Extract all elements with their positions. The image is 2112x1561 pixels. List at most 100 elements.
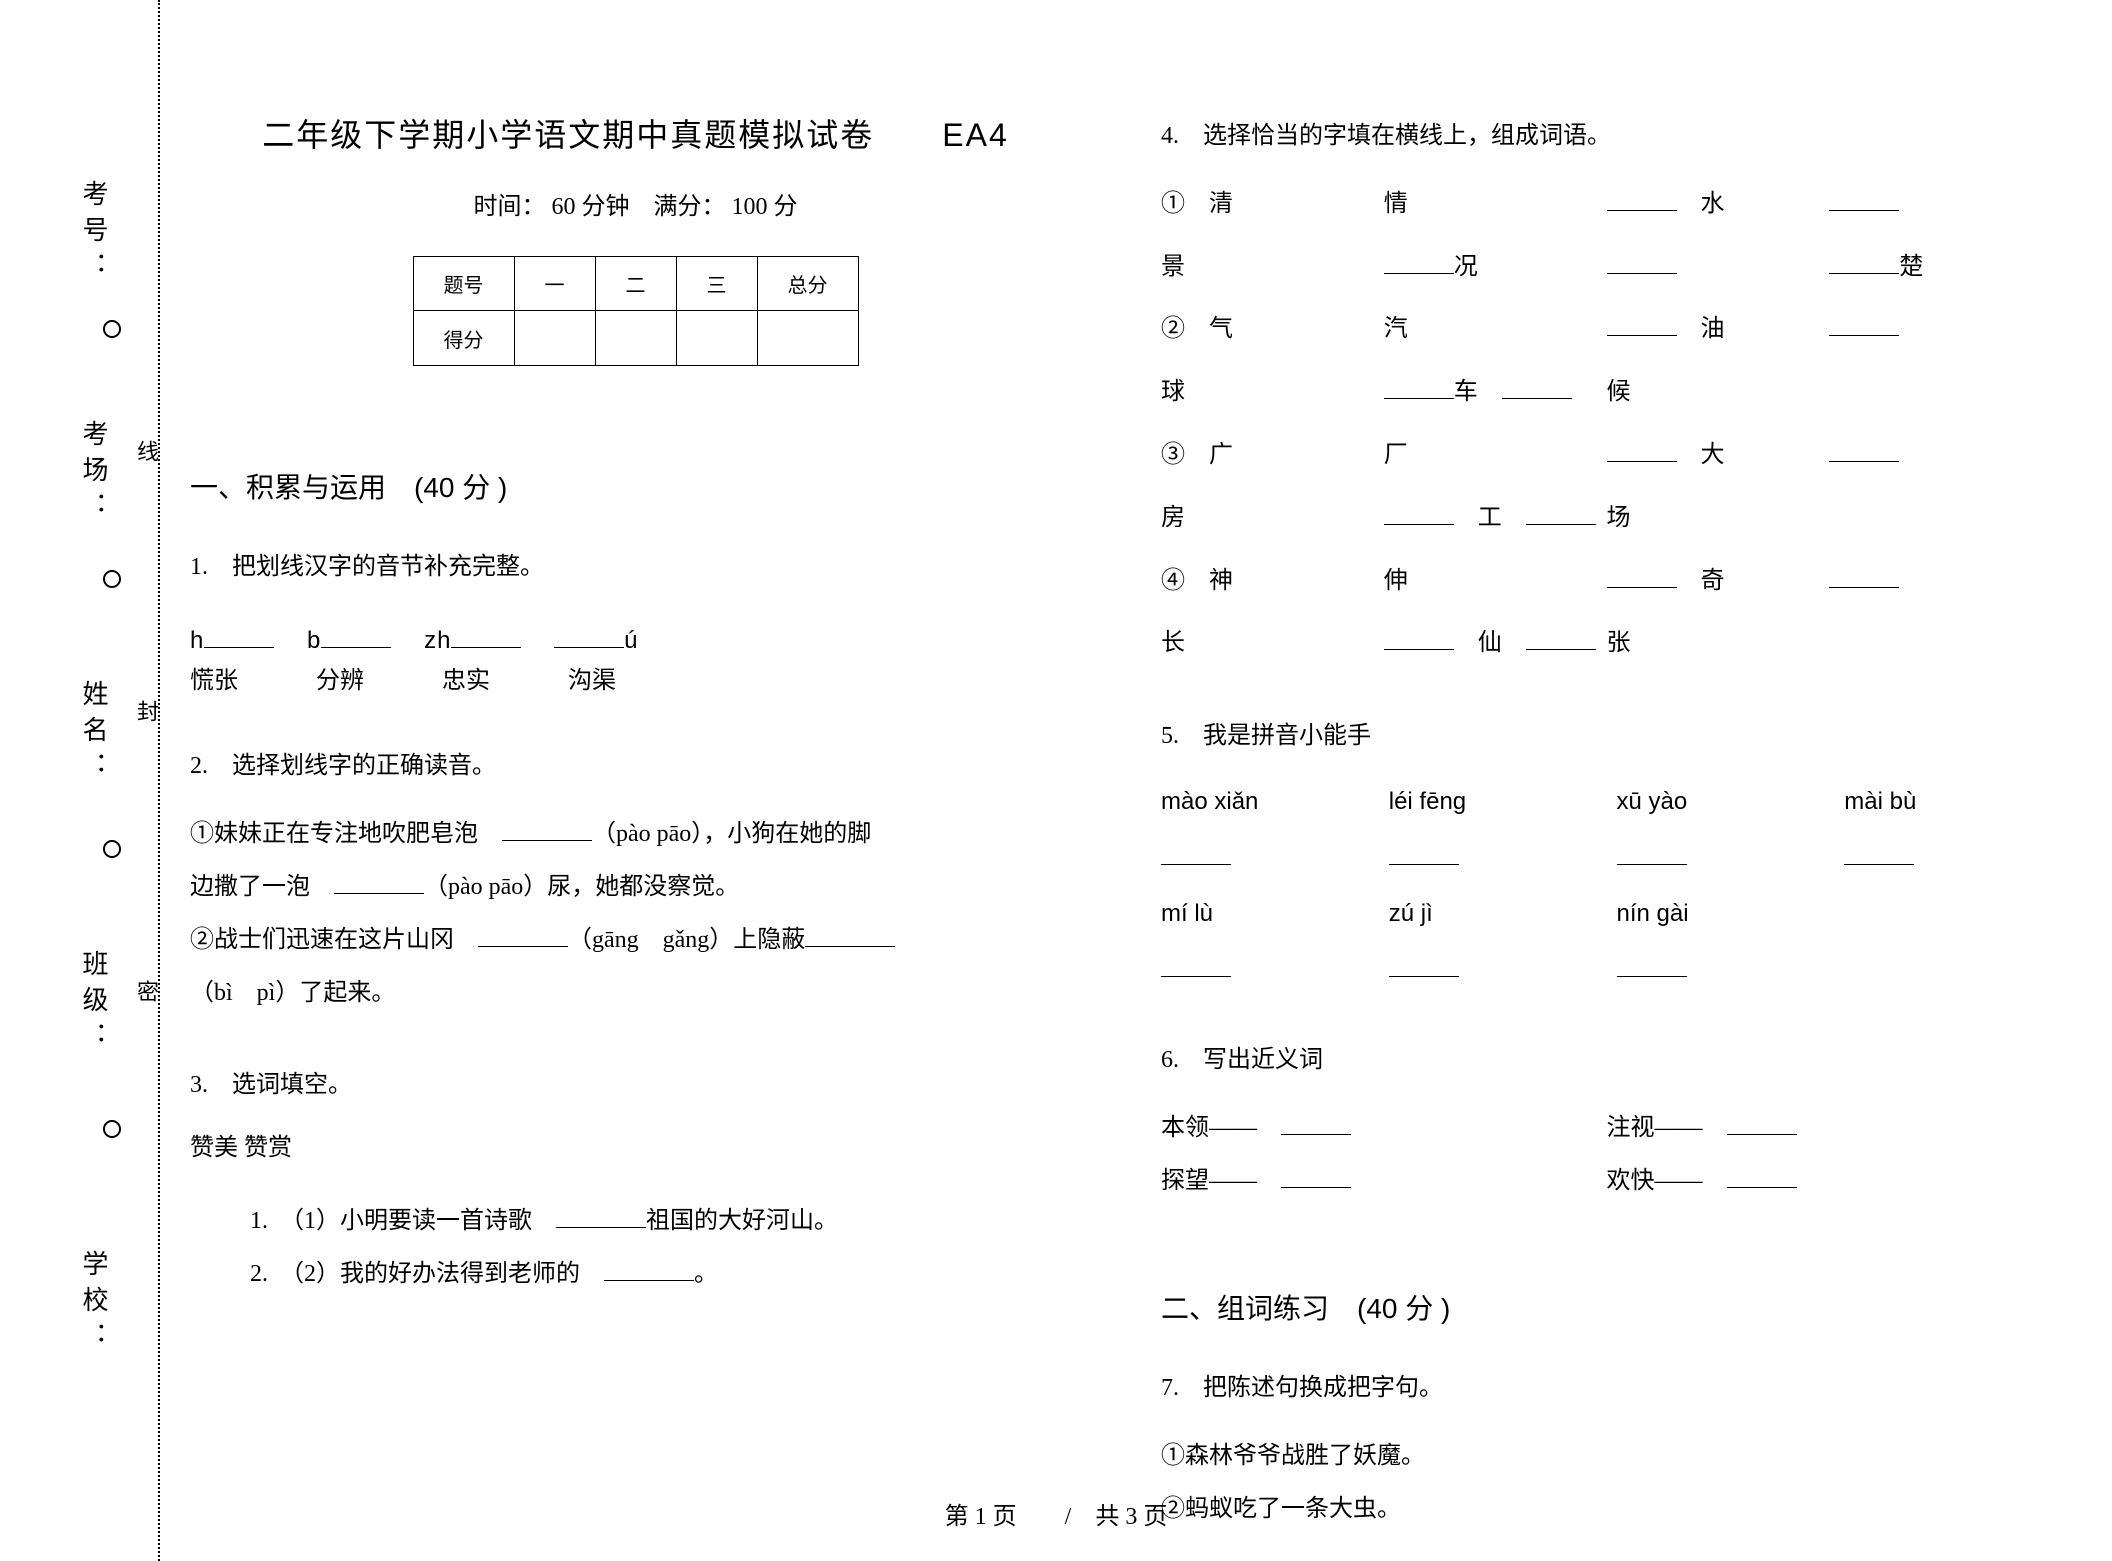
binding-circle [103, 320, 121, 338]
q2-text: （gāng gǎng）上隐蔽 [568, 927, 805, 953]
blank-input[interactable] [1607, 252, 1677, 274]
q2-text: （pào pāo），小狗在她的脚 [592, 821, 871, 847]
th-one: 一 [514, 257, 595, 311]
exam-title: 二年级下学期小学语文期中真题模拟试卷 EA4 [190, 110, 1081, 156]
blank-input[interactable] [1617, 955, 1687, 977]
row-num: ① [1161, 191, 1185, 217]
pinyin-item: léi fēng [1389, 778, 1597, 826]
blank-input[interactable] [1844, 843, 1914, 865]
q7-prompt: 7. 把陈述句换成把字句。 [1161, 1362, 2052, 1415]
binding-circle [103, 840, 121, 858]
question-1: 1. 把划线汉字的音节补充完整。 h b zh ú 慌张 分辨 忠实 沟渠 [190, 541, 1081, 700]
blank-input[interactable] [1829, 566, 1899, 588]
blank-input[interactable] [1281, 1166, 1351, 1188]
question-3: 3. 选词填空。 赞美 赞赏 1. （1）小明要读一首诗歌 祖国的大好河山。 2… [190, 1059, 1081, 1300]
q7-sentence: ①森林爷爷战胜了妖魔。 [1161, 1430, 2052, 1483]
row-num: ③ [1161, 442, 1185, 468]
score-cell[interactable] [595, 311, 676, 366]
blank-input[interactable] [1526, 628, 1596, 650]
blank-input[interactable] [1384, 252, 1454, 274]
blank-input[interactable] [1161, 843, 1231, 865]
binding-labels: 考号： 考场： 姓名： 班级： 学校： [50, 0, 110, 1561]
question-5: 5. 我是拼音小能手 mào xiǎn léi fēng xū yào mài … [1161, 710, 2052, 994]
blank-input[interactable] [1607, 314, 1677, 336]
char: 候 [1607, 379, 1631, 405]
char: 仙 [1478, 630, 1502, 656]
blank-input[interactable] [204, 626, 274, 648]
row-num: ④ [1161, 568, 1185, 594]
blank-input[interactable] [1502, 377, 1572, 399]
exam-info: 时间： 60 分钟 满分： 100 分 [190, 186, 1081, 221]
blank-input[interactable] [478, 925, 568, 947]
label-class[interactable]: 班级： [75, 950, 112, 1058]
pinyin-suffix: ú [624, 627, 638, 654]
blank-input[interactable] [1617, 843, 1687, 865]
question-6: 6. 写出近义词 本领—— 注视—— 探望—— 欢快—— [1161, 1034, 2052, 1207]
q2-text: ①妹妹正在专注地吹肥皂泡 [190, 821, 502, 847]
binding-circle [103, 570, 121, 588]
score-cell[interactable] [757, 311, 858, 366]
char: 楚 [1899, 254, 1923, 280]
q2-text: （pào pāo）尿，她都没察觉。 [424, 874, 739, 900]
char: 景 [1161, 254, 1185, 280]
binding-edge-line [110, 0, 160, 1561]
q4-grid: ① 清 情 水 景 况 楚 ② 气 汽 油 球 车 候 ③ [1161, 178, 2052, 670]
th-three: 三 [676, 257, 757, 311]
blank-input[interactable] [556, 1206, 646, 1228]
blank-input[interactable] [1829, 314, 1899, 336]
blank-input[interactable] [805, 925, 895, 947]
score-cell[interactable] [514, 311, 595, 366]
char: 厂 [1384, 442, 1408, 468]
blank-input[interactable] [1829, 189, 1899, 211]
blank-input[interactable] [1829, 440, 1899, 462]
page-footer: 第 1 页 / 共 3 页 [0, 1496, 2112, 1531]
label-school[interactable]: 学校： [75, 1250, 112, 1358]
char: 大 [1701, 442, 1725, 468]
blank-input[interactable] [502, 819, 592, 841]
section-1-title: 一、积累与运用 (40 分 ) [190, 466, 1081, 506]
q2-text: ②战士们迅速在这片山冈 [190, 927, 478, 953]
blank-input[interactable] [1727, 1113, 1797, 1135]
q3-words: 赞美 赞赏 [190, 1122, 1081, 1175]
blank-input[interactable] [604, 1259, 694, 1281]
hanzi-word: 分辨 [316, 662, 436, 700]
left-column: 二年级下学期小学语文期中真题模拟试卷 EA4 时间： 60 分钟 满分： 100… [190, 110, 1081, 1501]
q1-hanzi-row: 慌张 分辨 忠实 沟渠 [190, 662, 1081, 700]
q3-prompt: 3. 选词填空。 [190, 1059, 1081, 1112]
pinyin-prefix: b [307, 627, 321, 654]
blank-input[interactable] [1384, 628, 1454, 650]
sub-text: 。 [694, 1261, 718, 1287]
blank-input[interactable] [334, 872, 424, 894]
blank-input[interactable] [1829, 252, 1899, 274]
blank-input[interactable] [1607, 440, 1677, 462]
score-table: 题号 一 二 三 总分 得分 [413, 256, 859, 366]
char: 球 [1161, 379, 1185, 405]
blank-input[interactable] [1161, 955, 1231, 977]
sub-text: 祖国的大好河山。 [646, 1208, 838, 1234]
blank-input[interactable] [451, 626, 521, 648]
blank-input[interactable] [1389, 843, 1459, 865]
blank-input[interactable] [1607, 189, 1677, 211]
blank-input[interactable] [1384, 503, 1454, 525]
label-exam-room[interactable]: 考场： [75, 420, 112, 528]
blank-input[interactable] [1384, 377, 1454, 399]
syn-word: 本领—— [1161, 1115, 1257, 1141]
label-exam-id[interactable]: 考号： [75, 180, 112, 288]
score-cell[interactable] [676, 311, 757, 366]
blank-input[interactable] [1389, 955, 1459, 977]
blank-input[interactable] [1607, 566, 1677, 588]
q5-prompt: 5. 我是拼音小能手 [1161, 710, 2052, 763]
blank-input[interactable] [321, 626, 391, 648]
blank-input[interactable] [554, 626, 624, 648]
char: 汽 [1384, 316, 1408, 342]
label-name[interactable]: 姓名： [75, 680, 112, 788]
th-two: 二 [595, 257, 676, 311]
char: 张 [1607, 630, 1631, 656]
pinyin-item: nín gài [1617, 890, 1825, 938]
q3-sub2: 2. （2）我的好办法得到老师的 。 [250, 1248, 1081, 1301]
blank-input[interactable] [1526, 503, 1596, 525]
char: 况 [1454, 254, 1478, 280]
blank-input[interactable] [1727, 1166, 1797, 1188]
char: 房 [1161, 505, 1185, 531]
blank-input[interactable] [1281, 1113, 1351, 1135]
